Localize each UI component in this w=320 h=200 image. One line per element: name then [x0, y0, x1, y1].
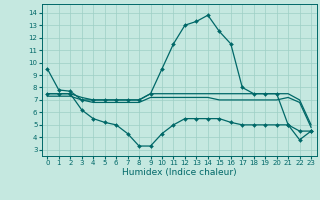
X-axis label: Humidex (Indice chaleur): Humidex (Indice chaleur) [122, 168, 236, 177]
